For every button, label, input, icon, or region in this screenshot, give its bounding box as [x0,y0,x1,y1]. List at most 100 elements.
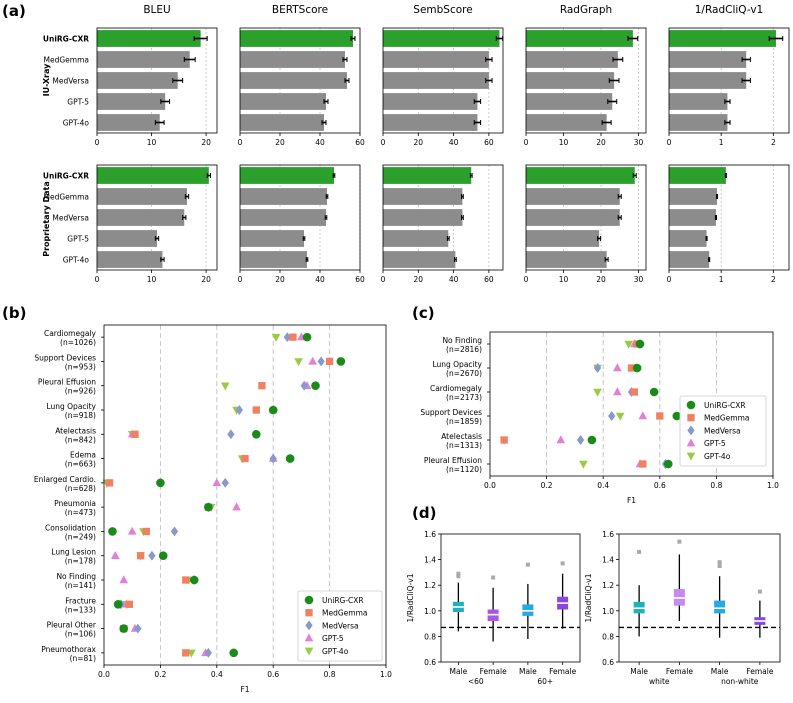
category-label: MedVersa [52,77,89,86]
axes-frame [525,27,647,134]
category-count: (n=2173) [446,393,482,402]
marker-medgemma-fracture [125,600,134,608]
bar-proprietary-data-bleu-unirg-cxr [97,167,209,184]
legend-label-medgemma: MedGemma [322,609,367,618]
marker-medversa-enlarged-cardio [221,477,229,488]
box-male-3 [714,600,726,614]
metric-title-sembscore: SembScore [413,4,472,16]
category-label: Fracture [65,596,96,605]
marker-medversa-support-devices [317,356,325,367]
bar-proprietary-data-sembscore-gpt-5 [383,230,449,247]
group-label: Male [630,667,648,676]
category-count: (n=663) [65,460,96,469]
marker-medgemma-atelectasis [500,436,508,444]
bar-proprietary-data-bleu-medgemma [97,188,187,205]
marker-gpt-4o-cardiomegaly [593,388,602,397]
bar-proprietary-data-1-radcliq-v1-gpt-4o [669,251,710,268]
bar-iu-xray-1-radcliq-v1-medversa [669,72,747,89]
legend-marker-unirg-cxr [304,595,314,605]
legend-marker-medversa [305,620,313,631]
outlier-marker [637,549,642,554]
outlier-marker [757,589,762,594]
category-label: Lung Opacity [46,402,96,411]
bar-iu-xray-radgraph-medgemma [526,51,618,68]
bar-proprietary-data-sembscore-medgemma [383,188,463,205]
group-label: Female [746,667,774,676]
tick-label: 10 [147,138,157,147]
axes-frame [440,533,581,663]
panel-a: BLEU BERTScore SembScore RadGraph 1/RadCliQ-… [42,4,790,284]
subgroup-label: <60 [468,677,484,686]
outlier-marker [717,564,722,568]
legend-label-gpt-4o: GPT-4o [322,647,349,656]
group-label: Male [449,667,467,676]
tick-label: 1.2 [424,581,436,590]
tick-label: 0.6 [602,658,614,667]
category-label: UniRG-CXR [43,172,89,181]
tick-label: 30 [634,138,644,147]
marker-medversa-lung-opacity [235,405,244,415]
legend-marker-medversa [687,425,695,436]
marker-gpt-4o-pleural-effusion [220,382,230,391]
group-label: Male [519,667,537,676]
category-label: Pleural Effusion [424,456,482,465]
marker-unirg-cxr-pneumonia [204,502,213,512]
bar-iu-xray-sembscore-medgemma [383,51,489,68]
marker-medgemma-atelectasis [131,430,139,438]
bar-proprietary-data-1-radcliq-v1-gpt-5 [669,230,707,247]
bar-proprietary-data-bertscore-gpt-4o [240,251,307,268]
marker-gpt-4o-no-finding [624,340,633,349]
legend-marker-medgemma [687,414,695,422]
marker-unirg-cxr-support-devices [672,411,682,421]
marker-gpt-4o-cardiomegaly [271,333,281,342]
bar-proprietary-data-1-radcliq-v1-unirg-cxr [669,167,726,184]
marker-medversa-consolidation [170,526,179,537]
bar-iu-xray-radgraph-unirg-cxr [526,30,633,47]
legend-label-medversa: MedVersa [322,621,359,630]
panel-d: 0.6 0.8 1.0 1.2 1.4 1.6 1/RadCliQ-v1 Male Female… [406,530,781,686]
tick-label: 1.0 [424,607,436,616]
bar-iu-xray-radgraph-medversa [526,72,615,89]
tick-label: 20 [201,138,211,147]
category-count: (n=1859) [446,417,482,426]
tick-label: 0 [95,138,100,147]
category-label: Support Devices [420,408,482,417]
marker-medgemma-enlarged-cardio [105,479,114,487]
category-label: MedVersa [52,214,89,223]
marker-medversa-pleural-other [134,623,142,634]
tick-label: 1.0 [767,481,779,490]
panel-c: No Finding(n=2816) Lung Opacity(n=2670) Ca… [420,331,779,505]
bar-proprietary-data-bertscore-medgemma [240,188,327,205]
tick-label: 0.8 [602,632,614,641]
outlier-marker [525,562,530,567]
bar-proprietary-data-bertscore-medversa [240,209,326,226]
bar-iu-xray-1-radcliq-v1-gpt-4o [669,114,728,131]
category-count: (n=473) [65,508,96,517]
panel-label-c: (c) [412,304,435,322]
bar-proprietary-data-bleu-gpt-5 [97,230,157,247]
bar-iu-xray-bertscore-gpt-5 [240,93,326,110]
tick-label: 0.0 [98,670,110,679]
tick-label: 0.8 [424,632,436,641]
marker-unirg-cxr-enlarged-cardio [156,478,165,488]
subgroup-label: white [649,677,670,686]
bar-proprietary-data-radgraph-gpt-4o [526,251,607,268]
outlier-marker [456,574,461,579]
category-count: (n=953) [65,362,96,371]
tick-label: 0.8 [324,670,336,679]
category-count: (n=1313) [446,441,482,450]
tick-label: 0.4 [597,481,609,490]
category-label: Enlarged Cardio. [34,475,96,484]
marker-unirg-cxr-atelectasis [251,429,261,439]
axes-frame [668,164,790,271]
panel-label-d: (d) [412,504,436,522]
marker-unirg-cxr-pneumothorax [229,648,239,658]
legend-marker-gpt-5 [686,438,696,447]
bar-iu-xray-sembscore-medversa [383,72,489,89]
bar-iu-xray-radgraph-gpt-5 [526,93,613,110]
metric-title-bleu: BLEU [143,4,170,16]
y-axis-label: 1/RadCliQ-v1 [406,573,415,622]
axes-frame [489,331,774,477]
metric-title-radgraph: RadGraph [560,4,612,16]
bar-iu-xray-bleu-gpt-4o [97,114,160,131]
